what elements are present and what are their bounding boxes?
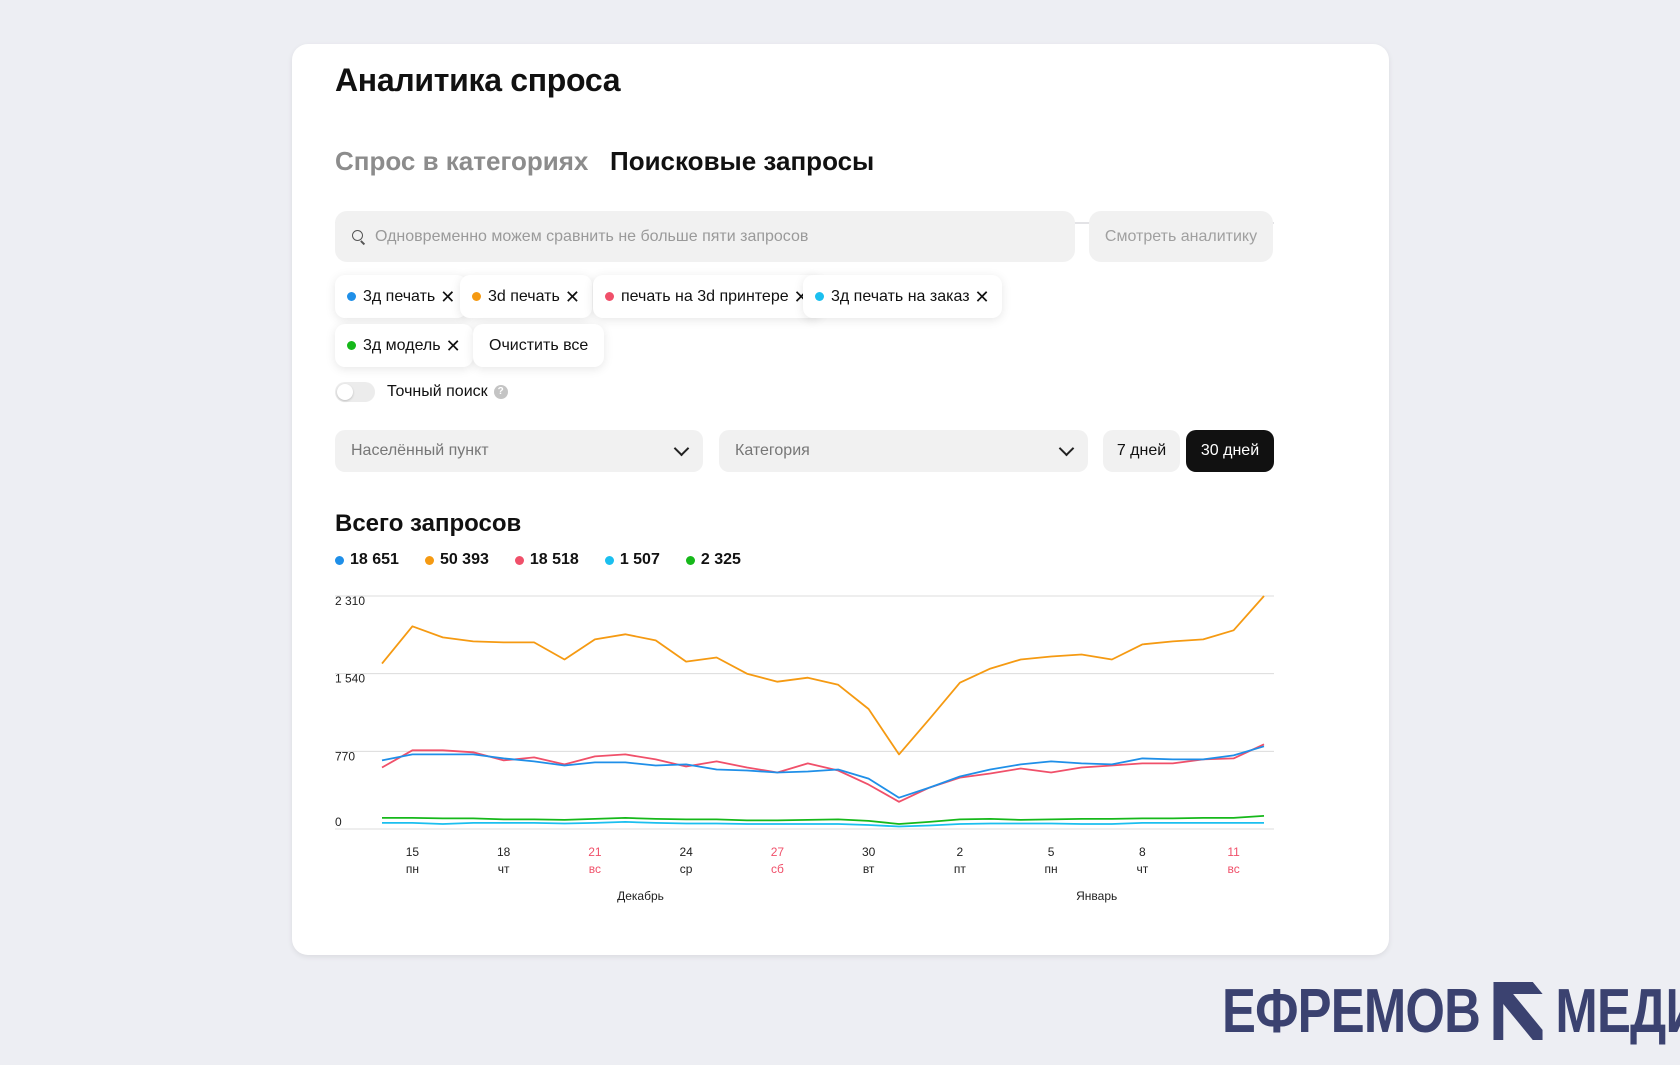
demand-line-chart: 0 770 1 540 2 310 15 пн 18 чт 21 вс 24 ср 27 сб 30 вт 2 п… xyxy=(335,594,1274,903)
y-tick-label: 1 540 xyxy=(335,672,365,686)
legend-item: 2 325 xyxy=(685,551,741,569)
y-tick-label: 770 xyxy=(335,749,355,763)
x-tick-day: 30 xyxy=(862,845,876,859)
x-tick-weekday: сб xyxy=(771,862,784,876)
exact-search-toggle[interactable] xyxy=(335,382,375,402)
series-color-dot xyxy=(605,292,614,301)
x-tick-day: 2 xyxy=(957,845,964,859)
series-line xyxy=(381,595,1265,756)
y-tick-label: 2 310 xyxy=(335,594,365,608)
legend-dot xyxy=(514,555,524,565)
period-30-days-button[interactable]: 30 дней xyxy=(1186,430,1274,472)
page-title: Аналитика спроса xyxy=(335,62,621,98)
legend-dot xyxy=(335,555,344,565)
x-tick-weekday: пн xyxy=(406,862,419,876)
x-tick-weekday: пт xyxy=(954,862,966,876)
period-7-days-button[interactable]: 7 дней xyxy=(1103,430,1180,472)
x-tick-day: 21 xyxy=(588,845,602,859)
series-line xyxy=(382,815,1265,825)
search-field[interactable] xyxy=(335,211,1075,262)
series-color-dot xyxy=(815,292,824,301)
x-tick-weekday: чт xyxy=(498,862,510,876)
x-tick-day: 8 xyxy=(1139,845,1146,859)
legend-item: 18 518 xyxy=(514,551,579,569)
category-select[interactable]: Категория xyxy=(719,430,1088,472)
city-select-label: Населённый пункт xyxy=(351,442,489,459)
logo-text-left: ЕФРЕМОВ xyxy=(1222,976,1481,1046)
city-select[interactable]: Населённый пункт xyxy=(335,430,703,472)
exact-search-row: Точный поиск ? xyxy=(335,382,508,402)
chart-legend: 18 651 50 393 18 518 1 507 2 325 xyxy=(335,551,767,569)
logo-text-right: МЕДИА xyxy=(1555,976,1680,1046)
legend-total: 50 393 xyxy=(439,551,489,568)
series-line xyxy=(381,743,1265,803)
month-label: Январь xyxy=(1076,889,1117,903)
close-icon[interactable]: ✕ xyxy=(445,335,461,356)
chip-label: 3д модель xyxy=(363,336,441,354)
month-label: Декабрь xyxy=(617,889,664,903)
legend-total: 18 651 xyxy=(350,551,399,568)
x-tick-weekday: пн xyxy=(1045,862,1058,876)
x-tick-weekday: чт xyxy=(1136,862,1148,876)
chip-label: 3d печать xyxy=(488,287,560,305)
y-tick-label: 0 xyxy=(335,815,342,829)
query-chip[interactable]: 3d печать ✕ xyxy=(460,275,592,318)
legend-total: 18 518 xyxy=(529,551,579,568)
chip-label: 3д печать на заказ xyxy=(831,287,970,305)
chip-label: печать на 3d принтере xyxy=(621,287,789,305)
query-chip[interactable]: 3д модель ✕ xyxy=(335,324,473,367)
series-color-dot xyxy=(347,292,356,301)
legend-item: 1 507 xyxy=(604,551,660,569)
legend-dot xyxy=(685,555,695,565)
query-chip[interactable]: 3д печать на заказ ✕ xyxy=(803,275,1002,318)
x-tick-weekday: вс xyxy=(589,862,601,876)
brand-logo: ЕФРЕМОВ МЕДИА xyxy=(1222,976,1680,1046)
close-icon[interactable]: ✕ xyxy=(440,286,456,307)
x-tick-day: 11 xyxy=(1227,845,1240,859)
legend-total: 2 325 xyxy=(700,551,741,568)
arrow-logo-icon xyxy=(1493,982,1543,1040)
clear-all-button[interactable]: Очистить все xyxy=(473,324,605,367)
close-icon[interactable]: ✕ xyxy=(974,286,990,307)
legend-item: 50 393 xyxy=(424,551,489,569)
demand-analytics-card: Аналитика спроса Спрос в категориях Поис… xyxy=(292,44,1389,955)
x-tick-day: 5 xyxy=(1048,845,1055,859)
help-icon[interactable]: ? xyxy=(493,385,508,399)
legend-dot xyxy=(424,555,434,565)
series-color-dot xyxy=(347,341,356,350)
x-tick-day: 18 xyxy=(497,845,511,859)
legend-item: 18 651 xyxy=(335,551,399,569)
legend-total: 1 507 xyxy=(619,551,660,568)
exact-search-label: Точный поиск xyxy=(387,383,488,400)
legend-dot xyxy=(604,555,614,565)
view-analytics-button[interactable]: Смотреть аналитику xyxy=(1089,211,1273,262)
x-tick-weekday: ср xyxy=(680,862,693,876)
chip-label: 3д печать xyxy=(363,287,436,305)
x-tick-weekday: вт xyxy=(863,862,875,876)
query-chip[interactable]: 3д печать ✕ xyxy=(335,275,468,318)
category-select-label: Категория xyxy=(735,442,810,459)
series-color-dot xyxy=(472,292,481,301)
query-chip[interactable]: печать на 3d принтере ✕ xyxy=(593,275,821,318)
search-icon xyxy=(351,229,367,245)
x-tick-day: 24 xyxy=(679,845,693,859)
x-tick-weekday: вс xyxy=(1227,862,1239,876)
series-line xyxy=(382,821,1264,828)
close-icon[interactable]: ✕ xyxy=(564,286,580,307)
x-tick-day: 15 xyxy=(406,845,420,859)
search-input[interactable] xyxy=(373,226,1057,247)
chart-title: Всего запросов xyxy=(335,510,522,537)
x-tick-day: 27 xyxy=(771,845,785,859)
series-line xyxy=(381,745,1265,799)
tab-category-demand[interactable]: Спрос в категориях xyxy=(335,146,589,176)
